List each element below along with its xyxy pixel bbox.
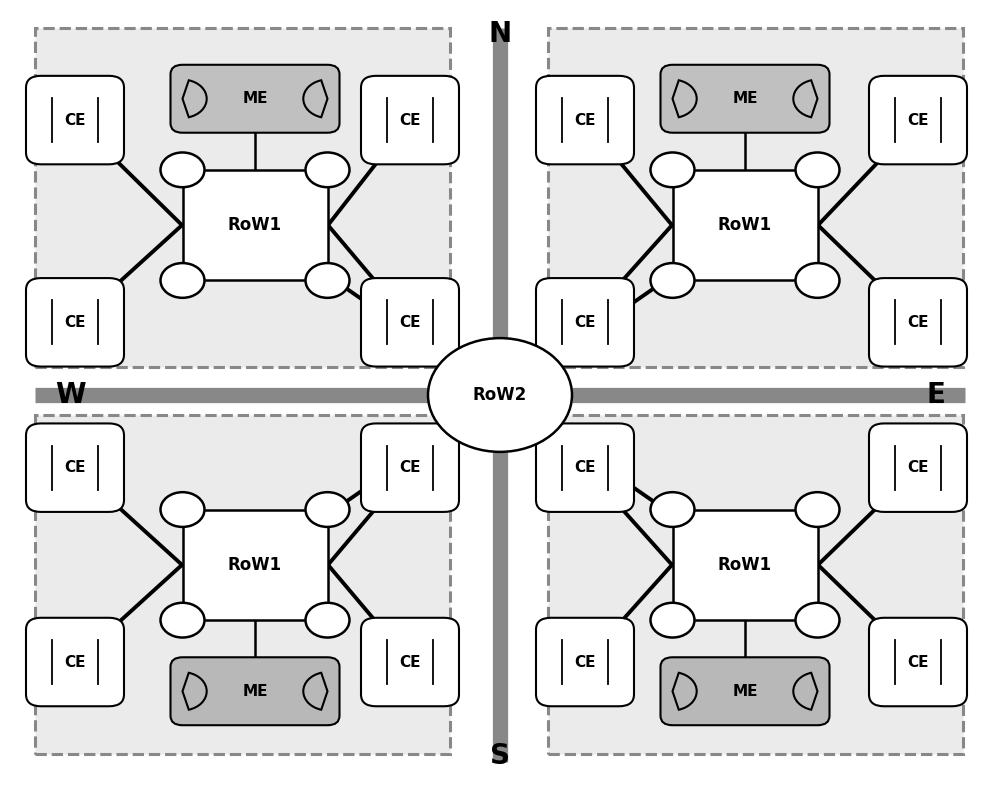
FancyBboxPatch shape bbox=[672, 170, 818, 280]
Text: S: S bbox=[490, 743, 510, 770]
FancyBboxPatch shape bbox=[35, 28, 450, 367]
Circle shape bbox=[650, 603, 694, 638]
Wedge shape bbox=[303, 673, 328, 709]
Text: RoW1: RoW1 bbox=[228, 556, 282, 574]
Circle shape bbox=[650, 263, 694, 298]
FancyBboxPatch shape bbox=[869, 423, 967, 512]
Text: CE: CE bbox=[907, 315, 929, 329]
Wedge shape bbox=[672, 673, 697, 709]
Circle shape bbox=[650, 492, 694, 527]
FancyBboxPatch shape bbox=[361, 618, 459, 706]
Text: ME: ME bbox=[732, 92, 758, 106]
Wedge shape bbox=[793, 81, 818, 117]
Circle shape bbox=[306, 263, 350, 298]
Text: RoW1: RoW1 bbox=[228, 216, 282, 234]
Circle shape bbox=[160, 603, 205, 638]
Text: CE: CE bbox=[907, 113, 929, 127]
Text: CE: CE bbox=[64, 461, 86, 475]
Circle shape bbox=[160, 492, 205, 527]
Text: ME: ME bbox=[242, 92, 268, 106]
FancyBboxPatch shape bbox=[869, 618, 967, 706]
FancyBboxPatch shape bbox=[536, 278, 634, 367]
Wedge shape bbox=[182, 673, 207, 709]
FancyBboxPatch shape bbox=[182, 170, 328, 280]
Text: CE: CE bbox=[907, 461, 929, 475]
Text: ME: ME bbox=[732, 684, 758, 698]
Wedge shape bbox=[793, 673, 818, 709]
Circle shape bbox=[306, 492, 350, 527]
Circle shape bbox=[796, 152, 840, 187]
FancyBboxPatch shape bbox=[536, 76, 634, 164]
FancyBboxPatch shape bbox=[869, 76, 967, 164]
Text: CE: CE bbox=[399, 655, 421, 669]
Text: CE: CE bbox=[574, 461, 596, 475]
FancyBboxPatch shape bbox=[26, 278, 124, 367]
Circle shape bbox=[796, 492, 840, 527]
Wedge shape bbox=[182, 81, 207, 117]
FancyBboxPatch shape bbox=[361, 76, 459, 164]
FancyBboxPatch shape bbox=[182, 510, 328, 620]
Text: RoW1: RoW1 bbox=[718, 556, 772, 574]
Circle shape bbox=[796, 263, 840, 298]
FancyBboxPatch shape bbox=[170, 65, 339, 133]
FancyBboxPatch shape bbox=[660, 65, 829, 133]
Text: ME: ME bbox=[242, 684, 268, 698]
FancyBboxPatch shape bbox=[361, 423, 459, 512]
FancyBboxPatch shape bbox=[26, 423, 124, 512]
Text: E: E bbox=[926, 381, 945, 409]
Text: CE: CE bbox=[64, 655, 86, 669]
Circle shape bbox=[306, 152, 350, 187]
Wedge shape bbox=[672, 81, 697, 117]
FancyBboxPatch shape bbox=[548, 28, 963, 367]
Text: RoW2: RoW2 bbox=[473, 386, 527, 404]
Text: CE: CE bbox=[907, 655, 929, 669]
Circle shape bbox=[160, 263, 205, 298]
Circle shape bbox=[160, 152, 205, 187]
Text: W: W bbox=[55, 381, 86, 409]
FancyBboxPatch shape bbox=[536, 423, 634, 512]
FancyBboxPatch shape bbox=[660, 657, 829, 725]
FancyBboxPatch shape bbox=[672, 510, 818, 620]
Text: CE: CE bbox=[399, 461, 421, 475]
FancyBboxPatch shape bbox=[869, 278, 967, 367]
Text: CE: CE bbox=[574, 655, 596, 669]
Text: CE: CE bbox=[64, 113, 86, 127]
Circle shape bbox=[428, 338, 572, 452]
FancyBboxPatch shape bbox=[536, 618, 634, 706]
Circle shape bbox=[306, 603, 350, 638]
Text: CE: CE bbox=[399, 113, 421, 127]
Text: CE: CE bbox=[64, 315, 86, 329]
FancyBboxPatch shape bbox=[170, 657, 339, 725]
Wedge shape bbox=[303, 81, 328, 117]
Text: N: N bbox=[488, 20, 512, 47]
Circle shape bbox=[650, 152, 694, 187]
FancyBboxPatch shape bbox=[361, 278, 459, 367]
Text: CE: CE bbox=[399, 315, 421, 329]
Text: CE: CE bbox=[574, 315, 596, 329]
Circle shape bbox=[796, 603, 840, 638]
FancyBboxPatch shape bbox=[26, 76, 124, 164]
FancyBboxPatch shape bbox=[548, 415, 963, 754]
FancyBboxPatch shape bbox=[35, 415, 450, 754]
FancyBboxPatch shape bbox=[26, 618, 124, 706]
Text: RoW1: RoW1 bbox=[718, 216, 772, 234]
Text: CE: CE bbox=[574, 113, 596, 127]
